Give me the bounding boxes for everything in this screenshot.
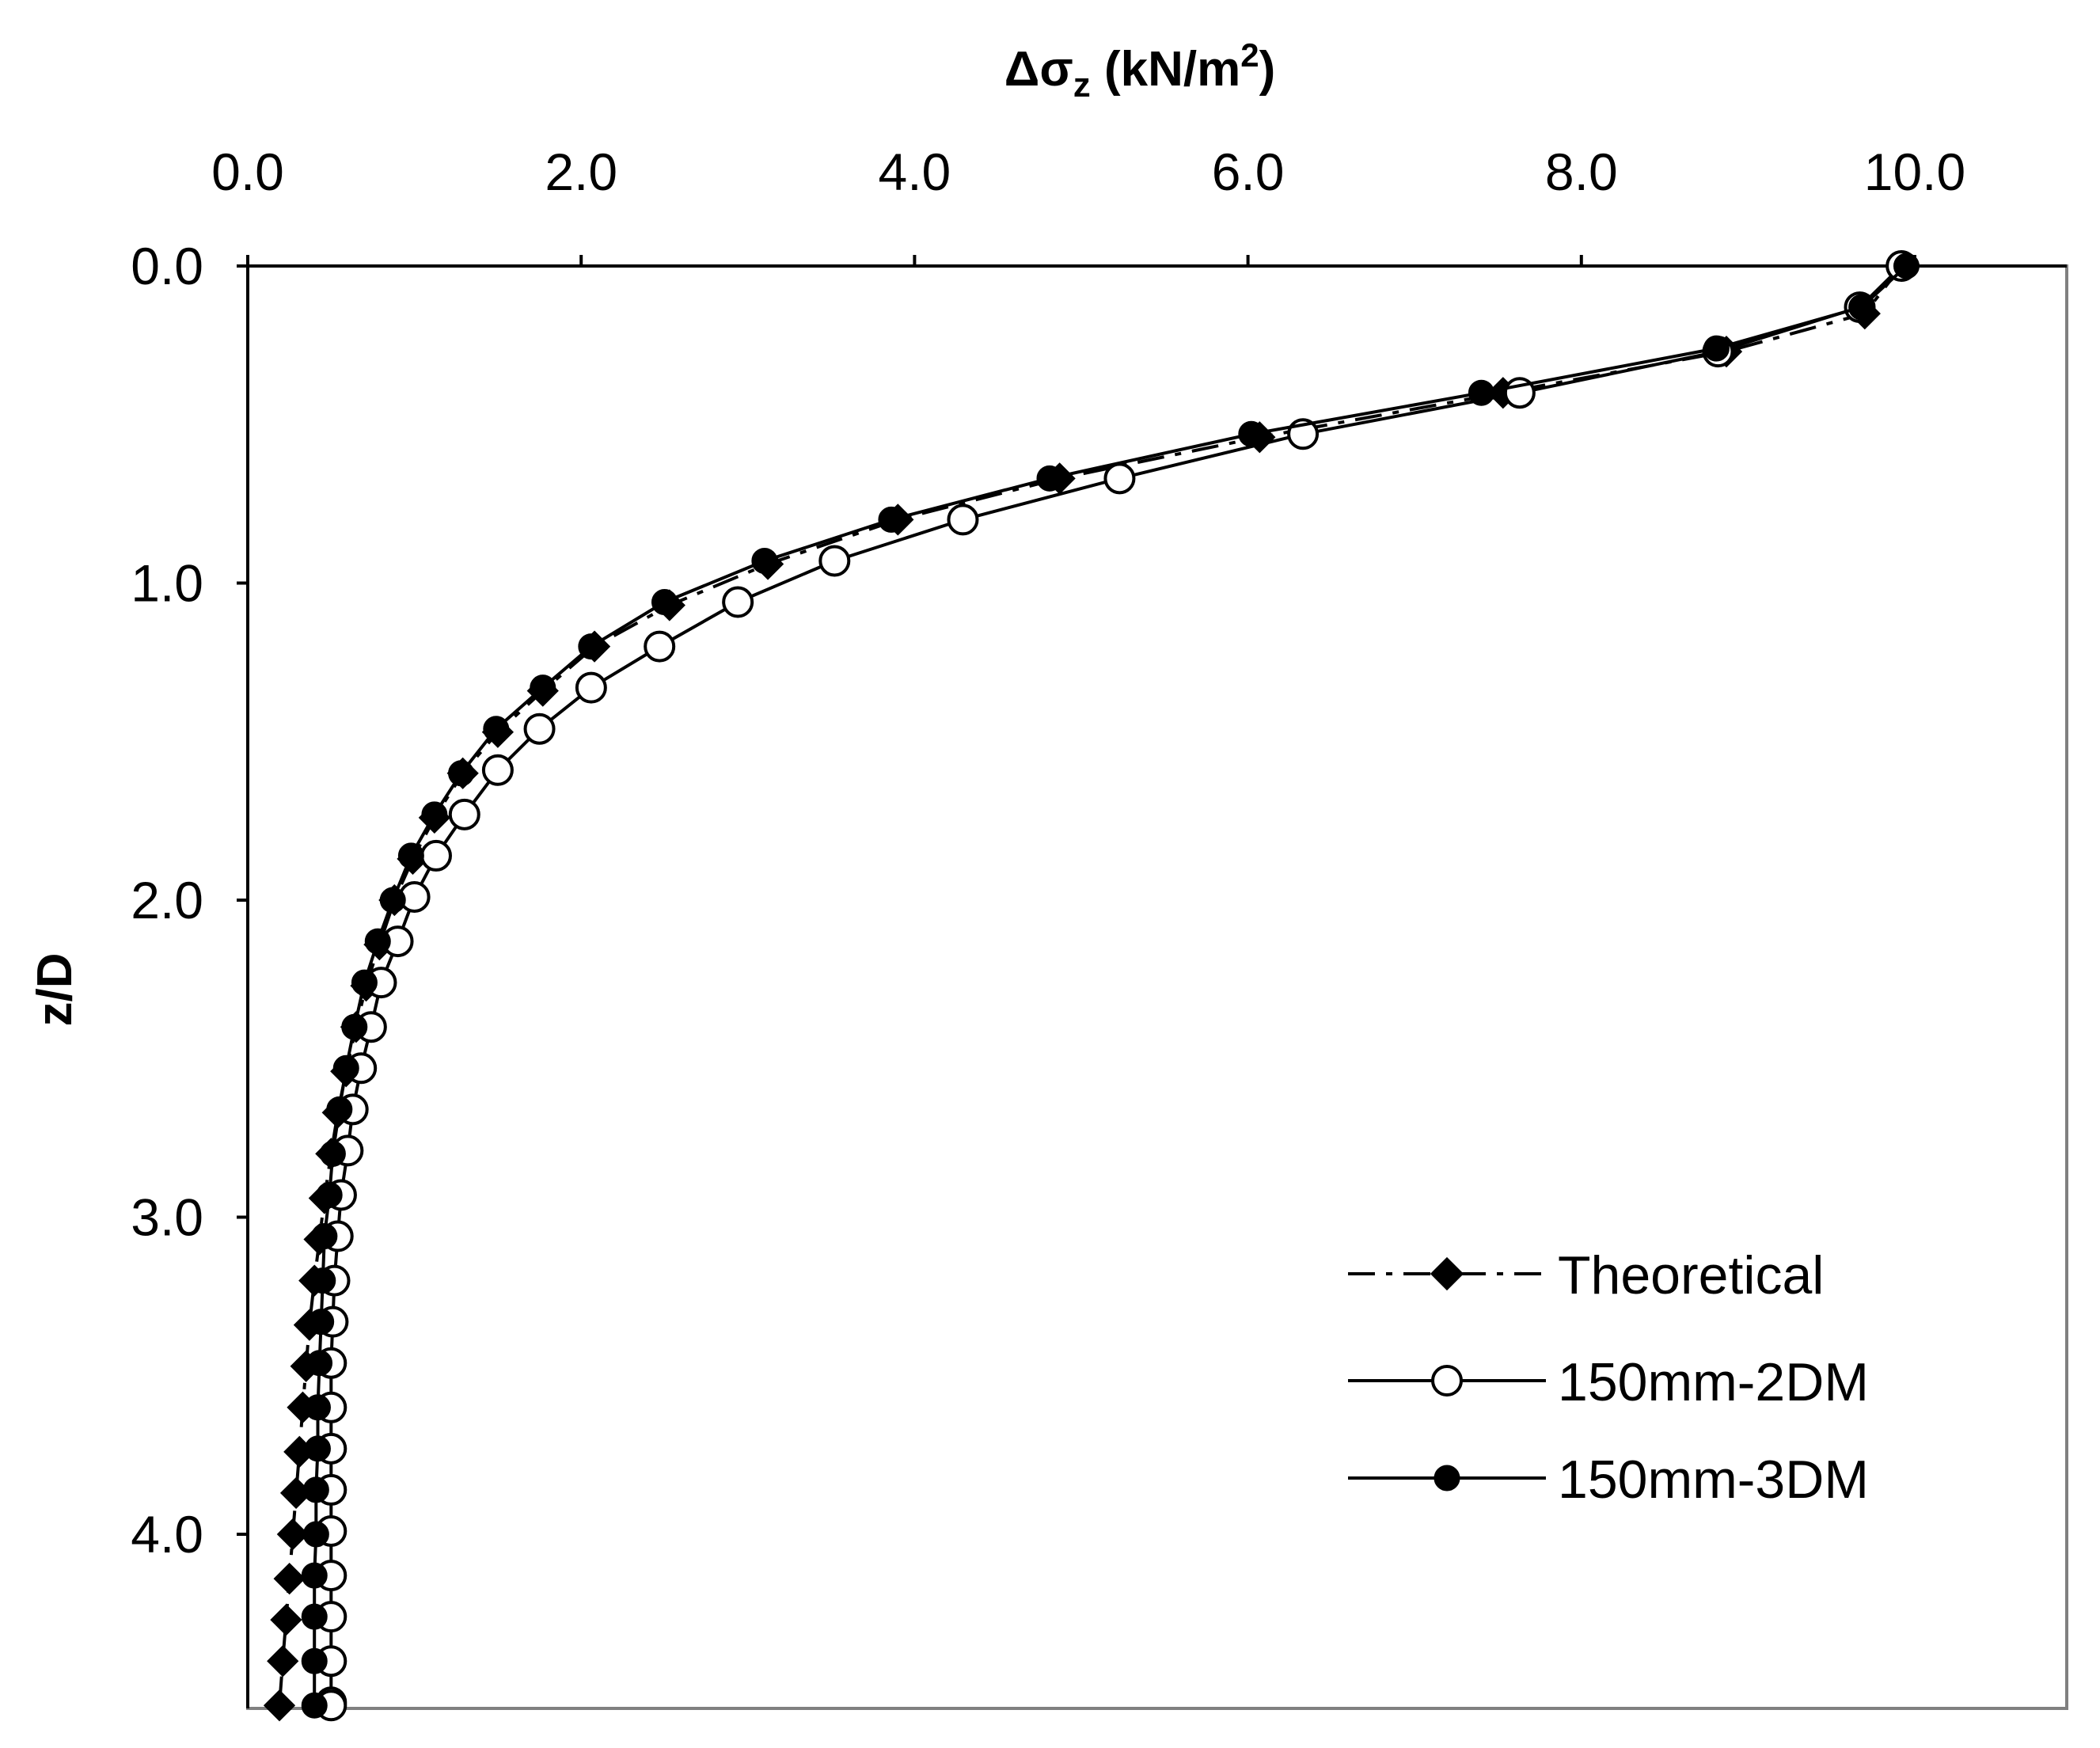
filled-circle-data-point (301, 1647, 328, 1674)
filled-circle-data-point (326, 1096, 353, 1123)
filled-circle-data-point (351, 969, 378, 996)
x-axis: 0.0 2.0 4.0 6.0 8.0 10.0 (211, 142, 2067, 268)
filled-circle-data-point (319, 1140, 346, 1167)
filled-circle-data-point (1238, 420, 1265, 447)
diamond-data-point (267, 1645, 299, 1678)
open-circle-data-point (481, 754, 514, 786)
filled-circle-data-point (578, 633, 605, 660)
series-150mm-2dm (315, 250, 1918, 1722)
filled-circle-data-point (448, 760, 475, 787)
filled-circle-data-point (304, 1435, 331, 1462)
filled-circle-data-point (1893, 253, 1920, 279)
filled-circle-data-point (1703, 335, 1730, 362)
filled-circle-data-point (1848, 294, 1875, 321)
x-axis-title-superscript: 2 (1240, 36, 1259, 74)
y-tick-label: 3.0 (131, 1188, 203, 1247)
x-tick-label: 6.0 (1212, 142, 1285, 201)
open-circle-data-point (818, 545, 851, 577)
filled-circle-data-point (332, 1054, 359, 1081)
legend-open-circle-marker (1431, 1365, 1463, 1396)
y-axis: 0.0 1.0 2.0 3.0 4.0 (131, 237, 249, 1708)
y-tick-label: 1.0 (131, 554, 203, 613)
y-axis-title: z/D (28, 953, 82, 1027)
open-circle-data-point (722, 586, 754, 618)
y-tick-label: 0.0 (131, 237, 203, 295)
x-axis-title-close: ) (1259, 42, 1276, 97)
filled-circle-data-point (878, 506, 905, 533)
legend-label-theoretical: Theoretical (1558, 1245, 1824, 1305)
open-circle-data-point (448, 798, 480, 830)
open-circle-data-point (1103, 462, 1136, 495)
filled-circle-data-point (651, 589, 678, 616)
filled-circle-data-point (308, 1309, 335, 1336)
diamond-data-point (273, 1562, 306, 1595)
series-layer (263, 249, 1920, 1722)
x-axis-title-units: (kN/m (1091, 42, 1240, 97)
x-axis-title-prefix: Δσ (1004, 42, 1073, 97)
y-tick-label: 4.0 (131, 1505, 203, 1564)
filled-circle-data-point (311, 1223, 338, 1250)
filled-circle-data-point (1036, 465, 1063, 492)
open-circle-data-point (575, 671, 607, 704)
legend-item-150mm-2dm: 150mm-2DM (1348, 1352, 1869, 1412)
filled-circle-data-point (379, 887, 406, 914)
legend-filled-circle-marker (1434, 1465, 1460, 1492)
x-tick-label: 10.0 (1864, 142, 1965, 201)
filled-circle-data-point (421, 801, 448, 828)
legend-label-150mm-2dm: 150mm-2DM (1558, 1352, 1869, 1412)
open-circle-data-point (420, 839, 452, 872)
series-150mm-3dm (301, 253, 1920, 1719)
legend-item-theoretical: Theoretical (1348, 1245, 1824, 1305)
legend-label-150mm-3dm: 150mm-3DM (1558, 1450, 1869, 1510)
filled-circle-data-point (309, 1267, 336, 1294)
diamond-data-point (270, 1604, 302, 1636)
x-tick-label: 0.0 (211, 142, 284, 201)
x-axis-title: Δσz (kN/m2) (1004, 36, 1275, 104)
legend-item-150mm-3dm: 150mm-3DM (1348, 1450, 1869, 1510)
legend: Theoretical 150mm-2DM 150mm-3DM (1348, 1245, 1869, 1510)
filled-circle-data-point (397, 842, 424, 869)
y-tick-label: 2.0 (131, 871, 203, 929)
diamond-data-point (263, 1689, 296, 1722)
filled-circle-data-point (316, 1181, 343, 1208)
filled-circle-data-point (302, 1476, 329, 1503)
filled-circle-data-point (530, 674, 556, 701)
filled-circle-data-point (301, 1562, 328, 1589)
filled-circle-data-point (341, 1013, 368, 1040)
x-tick-label: 4.0 (879, 142, 951, 201)
open-circle-data-point (523, 712, 556, 745)
filled-circle-data-point (1468, 379, 1494, 406)
filled-circle-data-point (483, 716, 510, 743)
open-circle-data-point (644, 630, 676, 663)
filled-circle-data-point (302, 1521, 329, 1548)
filled-circle-data-point (301, 1603, 328, 1630)
open-circle-data-point (947, 504, 979, 536)
filled-circle-data-point (364, 928, 391, 955)
filled-circle-data-point (301, 1692, 328, 1719)
filled-circle-data-point (304, 1394, 331, 1421)
x-tick-label: 8.0 (1545, 142, 1618, 201)
x-axis-title-subscript: z (1073, 66, 1091, 104)
filled-circle-data-point (306, 1350, 333, 1377)
legend-diamond-marker (1430, 1256, 1464, 1291)
x-tick-label: 2.0 (545, 142, 617, 201)
filled-circle-data-point (751, 547, 778, 574)
diamond-data-point (276, 1518, 309, 1551)
